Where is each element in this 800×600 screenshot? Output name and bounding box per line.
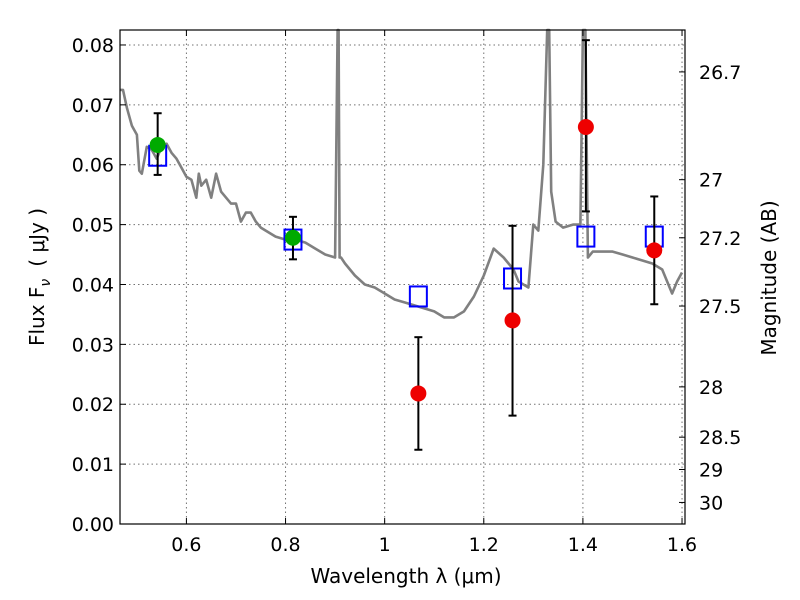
y-axis-label: Flux Fν ( μJy ) — [25, 208, 54, 346]
x-tick-label: 1.4 — [568, 534, 598, 556]
points-layer — [148, 39, 664, 451]
measured-point — [504, 312, 521, 329]
y2-tick-label: 27 — [699, 170, 723, 192]
x-tick-label: 1 — [379, 534, 391, 556]
plot-frame — [119, 29, 686, 525]
y-axis-label-unit: ( μJy ) — [25, 208, 49, 267]
y2-tick-label: 26.7 — [699, 62, 741, 84]
x-tick-label: 1.6 — [667, 534, 697, 556]
measured-point — [410, 385, 427, 402]
x-tick-label: 1.2 — [469, 534, 499, 556]
y-tick-label: 0.07 — [72, 95, 114, 117]
y2-tick-label: 30 — [699, 492, 723, 514]
y-tick-label: 0.03 — [72, 334, 114, 356]
y2-axis-label: Magnitude (AB) — [757, 200, 781, 355]
y-axis-label-group: Flux Fν ( μJy ) — [25, 208, 54, 346]
x-tick-label: 0.8 — [270, 534, 300, 556]
y2-tick-label: 28 — [699, 377, 723, 399]
y-tick-label: 0.06 — [72, 155, 114, 177]
y2-tick-label: 29 — [699, 460, 723, 482]
x-axis-label: Wavelength λ (μm) — [310, 564, 501, 588]
y2-tick-label: 27.2 — [699, 228, 741, 250]
y2-tick-label: 27.5 — [699, 296, 741, 318]
y-tick-label: 0.00 — [72, 514, 114, 536]
y-tick-label: 0.05 — [72, 215, 114, 237]
x-tick-label: 0.6 — [171, 534, 201, 556]
measured-point — [646, 242, 663, 259]
y2-tick-label: 28.5 — [699, 427, 741, 449]
measured-point — [284, 229, 301, 246]
spectrum-layer — [120, 28, 684, 319]
y-tick-label: 0.02 — [72, 394, 114, 416]
grid-lines — [120, 30, 685, 524]
y-tick-label: 0.04 — [72, 274, 114, 296]
model-photometry-square — [408, 285, 428, 308]
ticks-layer: 0.6 0.8 1 1.2 1.4 1.6 0.00 0.01 0.02 0.03 0.04 0.05… — [72, 30, 741, 556]
measured-point — [149, 136, 166, 153]
y-tick-label: 0.01 — [72, 454, 114, 476]
model-photometry-square — [576, 225, 596, 248]
measured-point — [577, 119, 594, 136]
y2-axis-label-group: Magnitude (AB) — [757, 200, 781, 355]
sed-spectrum-line — [120, 28, 684, 319]
y-axis-label-sub: ν — [38, 279, 54, 287]
y-tick-label: 0.08 — [72, 35, 114, 57]
y-axis-label-main: Flux F — [25, 287, 49, 346]
